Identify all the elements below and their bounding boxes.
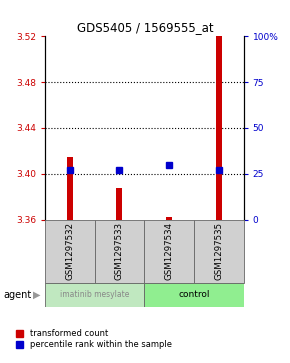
Text: GSM1297534: GSM1297534 bbox=[165, 222, 174, 281]
Bar bbox=[45, 220, 95, 283]
Text: agent: agent bbox=[3, 290, 31, 300]
Bar bbox=[117, 188, 122, 220]
Bar bbox=[45, 283, 144, 307]
Bar bbox=[166, 217, 172, 220]
Text: GDS5405 / 1569555_at: GDS5405 / 1569555_at bbox=[77, 21, 213, 34]
Bar bbox=[144, 283, 244, 307]
Text: ▶: ▶ bbox=[33, 290, 41, 300]
Text: imatinib mesylate: imatinib mesylate bbox=[60, 290, 129, 299]
Bar bbox=[194, 220, 244, 283]
Bar bbox=[144, 220, 194, 283]
Text: GSM1297535: GSM1297535 bbox=[214, 222, 223, 281]
Legend: transformed count, percentile rank within the sample: transformed count, percentile rank withi… bbox=[16, 329, 172, 349]
Bar bbox=[67, 156, 73, 220]
Text: GSM1297532: GSM1297532 bbox=[65, 222, 74, 281]
Text: GSM1297533: GSM1297533 bbox=[115, 222, 124, 281]
Bar bbox=[95, 220, 144, 283]
Bar bbox=[216, 36, 222, 220]
Text: control: control bbox=[178, 290, 210, 299]
